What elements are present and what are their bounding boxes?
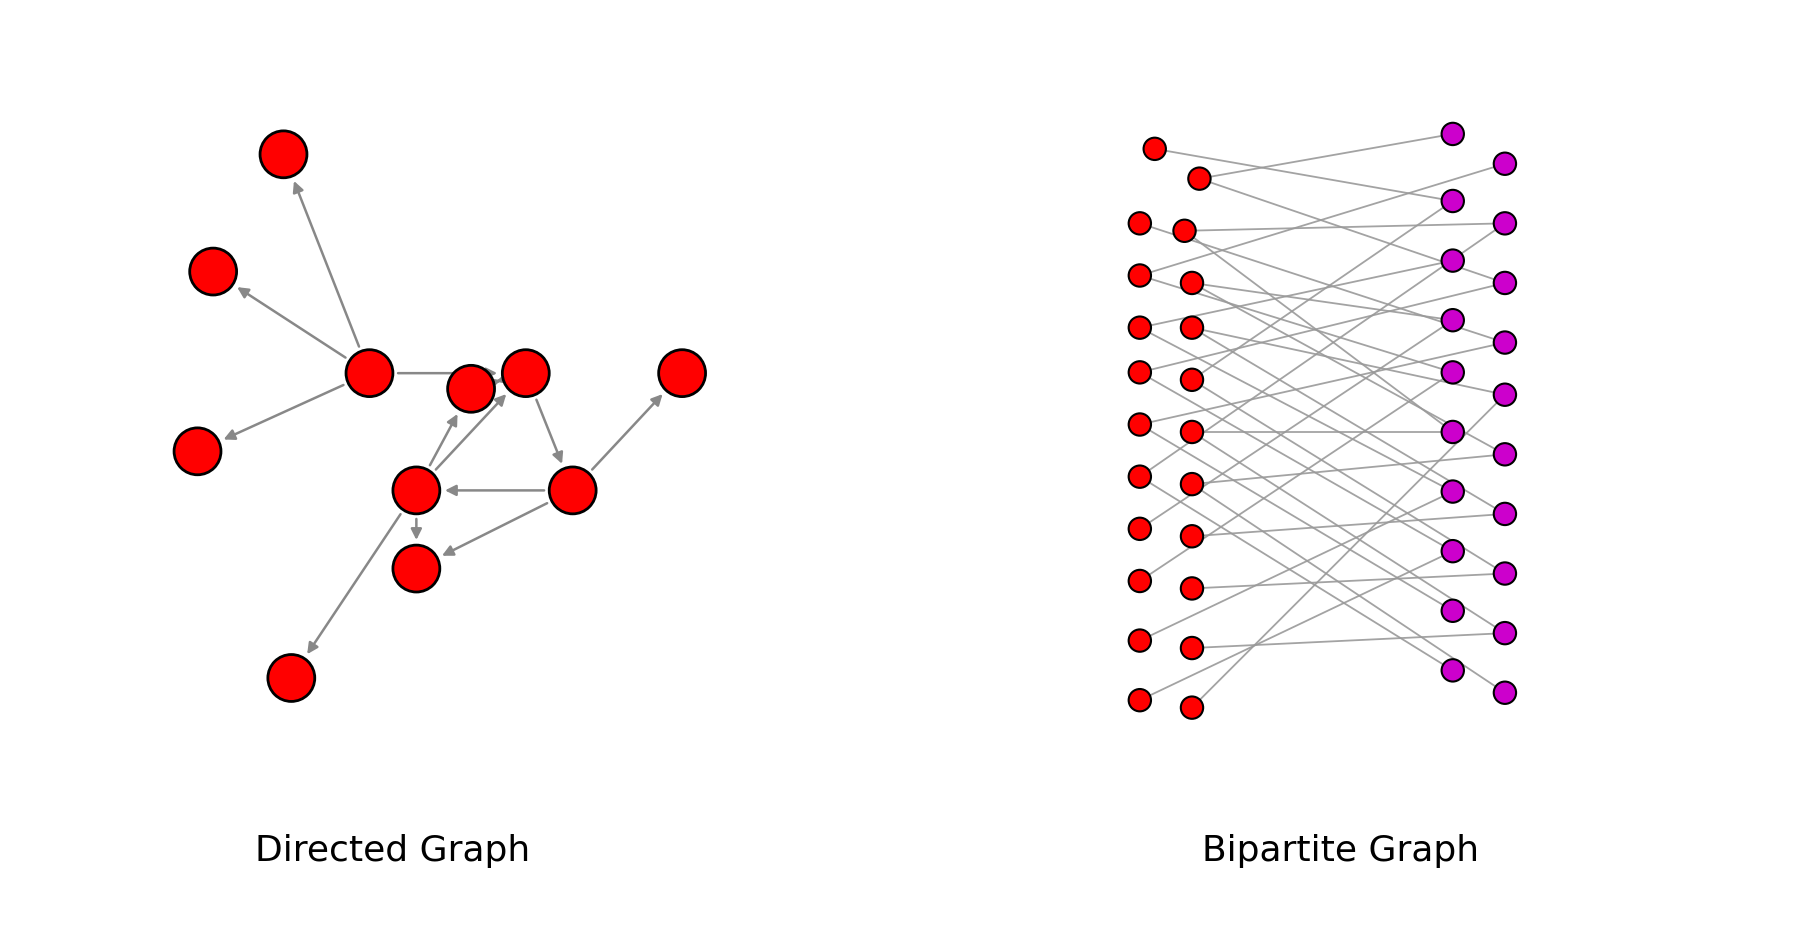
Circle shape xyxy=(1129,264,1150,286)
Circle shape xyxy=(1174,220,1195,242)
Circle shape xyxy=(1129,517,1150,540)
Circle shape xyxy=(1129,465,1150,488)
Circle shape xyxy=(1494,331,1516,354)
Circle shape xyxy=(392,545,439,592)
Circle shape xyxy=(1442,659,1463,681)
Circle shape xyxy=(502,349,549,397)
Circle shape xyxy=(1129,316,1150,339)
Text: Bipartite Graph: Bipartite Graph xyxy=(1202,834,1480,869)
Circle shape xyxy=(1129,212,1150,235)
Circle shape xyxy=(346,349,392,397)
Circle shape xyxy=(1129,362,1150,384)
Circle shape xyxy=(1442,122,1463,146)
Circle shape xyxy=(1129,570,1150,592)
Circle shape xyxy=(1494,563,1516,585)
Circle shape xyxy=(1442,309,1463,331)
Circle shape xyxy=(1181,525,1202,548)
Circle shape xyxy=(1181,369,1202,391)
Circle shape xyxy=(549,467,596,514)
Circle shape xyxy=(1129,413,1150,436)
Circle shape xyxy=(175,428,221,475)
Circle shape xyxy=(1442,540,1463,563)
Circle shape xyxy=(1129,689,1150,711)
Circle shape xyxy=(259,131,308,178)
Circle shape xyxy=(1442,362,1463,384)
Circle shape xyxy=(1181,421,1202,443)
Circle shape xyxy=(1188,168,1211,190)
Circle shape xyxy=(659,349,706,397)
Circle shape xyxy=(1181,578,1202,600)
Circle shape xyxy=(1494,502,1516,525)
Circle shape xyxy=(392,467,439,514)
Text: Directed Graph: Directed Graph xyxy=(256,834,531,869)
Circle shape xyxy=(1494,212,1516,235)
Circle shape xyxy=(1442,600,1463,622)
Circle shape xyxy=(1494,153,1516,175)
Circle shape xyxy=(1494,272,1516,294)
Circle shape xyxy=(1129,629,1150,652)
Circle shape xyxy=(1181,637,1202,659)
Circle shape xyxy=(1442,480,1463,502)
Circle shape xyxy=(1494,681,1516,704)
Circle shape xyxy=(1181,696,1202,718)
Circle shape xyxy=(1442,249,1463,272)
Circle shape xyxy=(1494,443,1516,465)
Circle shape xyxy=(1143,138,1166,160)
Circle shape xyxy=(1181,316,1202,339)
Circle shape xyxy=(448,365,495,413)
Circle shape xyxy=(1494,622,1516,644)
Circle shape xyxy=(1181,473,1202,495)
Circle shape xyxy=(1494,384,1516,406)
Circle shape xyxy=(1181,272,1202,294)
Circle shape xyxy=(1442,190,1463,212)
Circle shape xyxy=(189,248,236,295)
Circle shape xyxy=(268,654,315,702)
Circle shape xyxy=(1442,421,1463,443)
